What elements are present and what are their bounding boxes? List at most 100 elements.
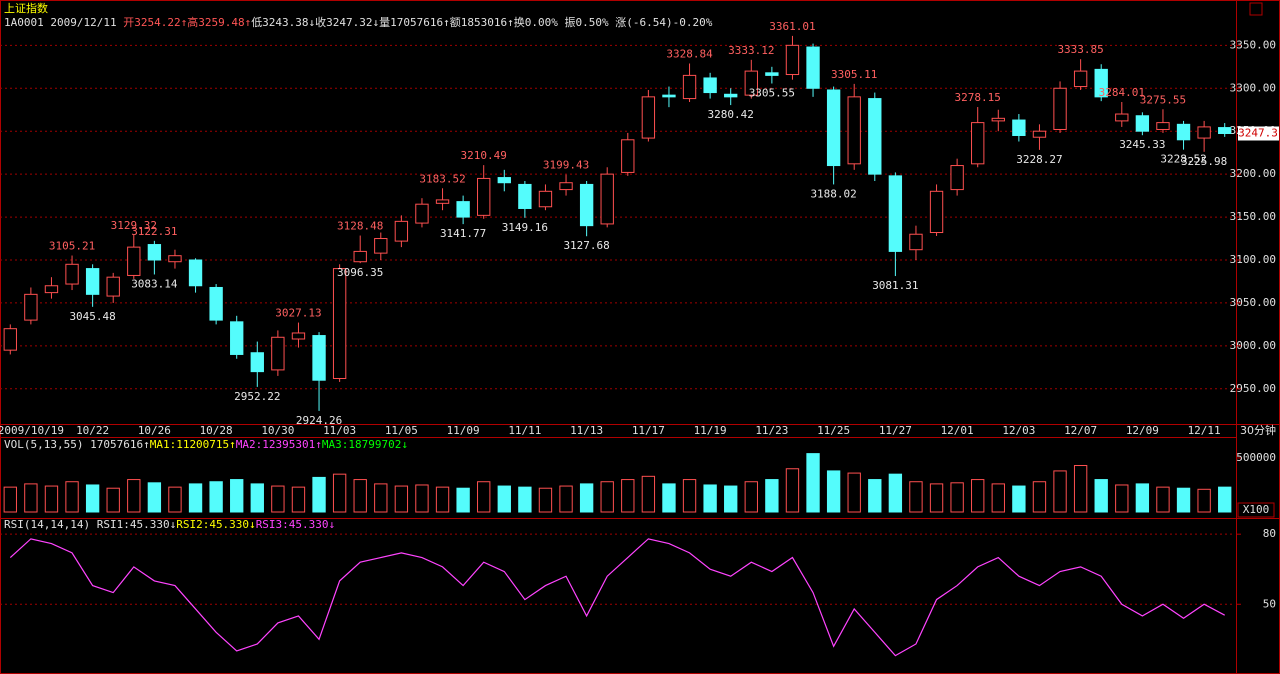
- volume-bar: [765, 479, 779, 513]
- volume-bar: [991, 483, 1005, 513]
- x-tick-label: 11/19: [694, 424, 727, 437]
- y-tick-label: 3200.00: [1230, 167, 1276, 180]
- high-label: 3105.21: [49, 240, 95, 253]
- candle-body: [1032, 130, 1047, 138]
- candle-body: [785, 44, 800, 76]
- volume-bar: [559, 485, 573, 513]
- unit-box: [1237, 502, 1275, 518]
- x-tick-label: 11/25: [817, 424, 850, 437]
- y-tick-label: 3100.00: [1230, 253, 1276, 266]
- candle-body: [85, 268, 100, 295]
- candle-body: [374, 238, 388, 254]
- candle-body: [394, 220, 409, 242]
- last-price-label: 3247.3: [1238, 127, 1278, 140]
- volume-bar: [888, 473, 903, 513]
- header-item: 涨(-6.54)-0.20%: [615, 16, 712, 29]
- candle-body: [888, 175, 903, 252]
- candle-body: [456, 201, 470, 218]
- x-tick-label: 12/03: [1002, 424, 1035, 437]
- volume-bar: [106, 487, 120, 513]
- candle-body: [188, 259, 203, 287]
- volume-bar: [1218, 486, 1232, 513]
- candle-body: [765, 72, 779, 76]
- high-label: 3199.43: [543, 159, 589, 172]
- candle-body: [1176, 123, 1191, 141]
- candle-body: [230, 321, 244, 355]
- x-tick-label: 11/05: [385, 424, 418, 437]
- candle-body: [847, 96, 861, 165]
- candle-body: [1073, 70, 1088, 88]
- header-item: MA3:18799702↓: [322, 438, 408, 451]
- volume-bar: [929, 483, 944, 513]
- low-label: 3280.42: [708, 108, 754, 121]
- volume-bar: [168, 486, 182, 513]
- high-label: 3183.52: [419, 172, 465, 185]
- header-item: VOL(5,13,55): [4, 438, 90, 451]
- volume-bar: [271, 485, 285, 513]
- volume-bar: [785, 468, 800, 513]
- high-label: 3210.49: [461, 149, 507, 162]
- volume-bar: [826, 470, 841, 513]
- candle-body: [312, 335, 326, 381]
- candle-body: [497, 177, 511, 184]
- x-tick-label: 12/09: [1126, 424, 1159, 437]
- header-item: 1A0001 2009/12/11: [4, 16, 123, 29]
- x-tick-label: 11/27: [879, 424, 912, 437]
- header-item: 振0.50%: [565, 15, 616, 29]
- volume-bar: [538, 487, 553, 513]
- chart-title: 上证指数: [4, 1, 48, 15]
- window-button[interactable]: [1249, 2, 1263, 16]
- volume-bar: [24, 483, 38, 513]
- x-tick-label: 11/11: [508, 424, 541, 437]
- candle-body: [332, 268, 347, 379]
- high-label: 3278.15: [955, 91, 1001, 104]
- volume-bar: [662, 483, 676, 513]
- x-tick-label: 11/23: [755, 424, 788, 437]
- volume-bar: [1094, 479, 1108, 513]
- candle-body: [44, 285, 59, 294]
- header-item: MA2:12395301↑: [236, 438, 322, 451]
- low-label: 3149.16: [502, 221, 548, 234]
- candle-body: [24, 293, 38, 321]
- header-item: 17057616↑: [90, 438, 150, 451]
- x-tick-label: 12/11: [1188, 424, 1221, 437]
- volume-bar: [415, 484, 429, 513]
- candle-body: [1218, 127, 1232, 135]
- candle-body: [518, 183, 532, 209]
- x-tick-label: 11/17: [632, 424, 665, 437]
- candle-body: [826, 89, 841, 167]
- y-tick-label: 500000: [1236, 451, 1276, 464]
- header-item: 换0.00%: [514, 15, 565, 29]
- low-label: 3245.33: [1119, 138, 1165, 151]
- high-label: 3333.85: [1057, 43, 1103, 56]
- volume-bar: [641, 475, 656, 513]
- volume-bar: [744, 481, 758, 513]
- candle-body: [703, 77, 717, 94]
- volume-bar: [1156, 486, 1170, 513]
- low-label: 3305.55: [749, 87, 795, 100]
- low-label: 3228.52: [1160, 153, 1206, 166]
- volume-bar: [497, 485, 511, 513]
- candle-body: [209, 286, 223, 321]
- high-label: 3284.01: [1099, 86, 1145, 99]
- volume-bar: [435, 486, 450, 513]
- candle-body: [1094, 68, 1108, 98]
- candle-body: [1197, 126, 1211, 139]
- volume-bar: [971, 479, 985, 513]
- candle-body: [1012, 119, 1026, 136]
- candle-body: [662, 94, 676, 98]
- volume-bar: [44, 485, 59, 513]
- low-label: 2924.26: [296, 414, 342, 427]
- candle-body: [147, 244, 162, 261]
- volume-bar: [518, 486, 532, 513]
- high-label: 3275.55: [1140, 93, 1186, 106]
- low-label: 3081.31: [872, 279, 918, 292]
- candle-body: [106, 276, 120, 297]
- x-tick-label: 10/22: [76, 424, 109, 437]
- volume-bar: [682, 479, 697, 513]
- timeframe-label: 30分钟: [1240, 423, 1276, 437]
- candle-body: [929, 190, 944, 234]
- candle-body: [600, 173, 614, 225]
- volume-bar: [621, 479, 635, 513]
